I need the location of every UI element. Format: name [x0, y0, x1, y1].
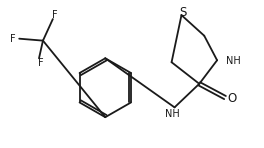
Text: F: F — [38, 58, 44, 68]
Text: NH: NH — [226, 56, 241, 66]
Text: F: F — [52, 10, 58, 20]
Text: O: O — [227, 92, 237, 105]
Text: F: F — [11, 34, 16, 44]
Text: NH: NH — [165, 109, 180, 119]
Text: S: S — [179, 6, 186, 19]
